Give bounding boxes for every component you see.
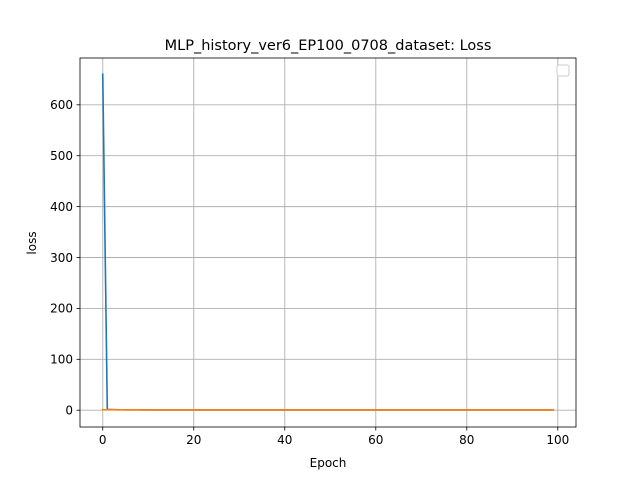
legend-box bbox=[556, 64, 570, 77]
y-axis-label: loss bbox=[25, 231, 39, 254]
y-tick-label: 600 bbox=[50, 98, 73, 112]
x-tick-label: 0 bbox=[99, 433, 107, 447]
y-tick-label: 0 bbox=[65, 404, 73, 418]
y-tick-label: 500 bbox=[50, 149, 73, 163]
y-tick-label: 200 bbox=[50, 302, 73, 316]
x-tick-label: 40 bbox=[277, 433, 292, 447]
y-tick-label: 400 bbox=[50, 200, 73, 214]
series-layer bbox=[101, 73, 555, 411]
y-tick-label: 300 bbox=[50, 251, 73, 265]
x-axis-label: Epoch bbox=[310, 456, 347, 470]
x-tick-label: 60 bbox=[368, 433, 383, 447]
y-axis-ticks: 0 100 200 300 400 500 600 bbox=[50, 98, 80, 418]
x-tick-label: 80 bbox=[459, 433, 474, 447]
grid-lines bbox=[80, 58, 576, 427]
y-tick-label: 100 bbox=[50, 353, 73, 367]
x-tick-label: 20 bbox=[186, 433, 201, 447]
x-axis-ticks: 0 20 40 60 80 100 bbox=[99, 427, 569, 447]
x-tick-label: 100 bbox=[546, 433, 569, 447]
chart-title: MLP_history_ver6_EP100_0708_dataset: Los… bbox=[165, 38, 492, 54]
plot-frame bbox=[79, 57, 577, 428]
